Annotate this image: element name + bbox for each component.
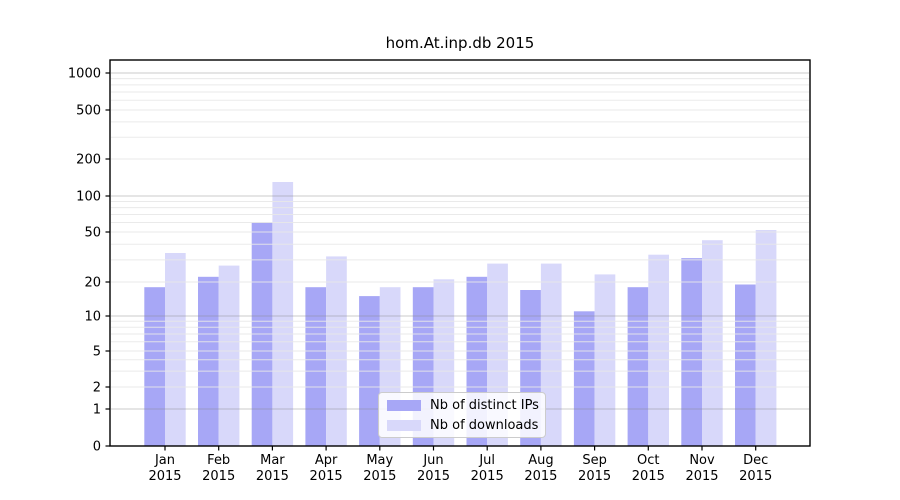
bar-downloads-nov — [702, 240, 723, 446]
x-tick-label-month: May — [366, 453, 393, 468]
y-tick-label: 1000 — [68, 67, 101, 82]
bar-downloads-oct — [648, 254, 669, 446]
x-tick-label-year: 2015 — [739, 469, 772, 484]
bar-downloads-dec — [755, 230, 777, 446]
plot-border — [109, 59, 811, 447]
x-tick-label-year: 2015 — [310, 469, 343, 484]
x-tick-label-month: Apr — [315, 453, 338, 468]
x-tick-label-month: Dec — [743, 453, 768, 468]
y-tick-label: 10 — [84, 310, 101, 325]
x-tick-label-month: Jul — [478, 453, 495, 468]
x-tick-label-month: Oct — [637, 453, 659, 468]
legend-swatch-distinct-ips — [387, 399, 421, 411]
x-tick-label-year: 2015 — [471, 469, 504, 484]
bar-downloads-mar — [272, 182, 294, 446]
y-tick-label: 0 — [93, 440, 101, 455]
legend: Nb of distinct IPs Nb of downloads — [378, 392, 546, 438]
bar-ips-nov — [681, 258, 702, 446]
bar-ips-jan — [144, 287, 165, 446]
x-tick-label-month: Jun — [422, 453, 443, 468]
x-tick-label-month: Mar — [260, 453, 285, 468]
y-tick-label: 2 — [93, 381, 101, 396]
x-tick-label-year: 2015 — [417, 469, 450, 484]
x-tick-label-year: 2015 — [578, 469, 611, 484]
legend-swatch-downloads — [387, 419, 421, 431]
y-tick-label: 5 — [93, 345, 101, 360]
x-tick-label-month: Jan — [154, 453, 175, 468]
legend-item-downloads: Nb of downloads — [387, 417, 539, 433]
bar-downloads-aug — [540, 263, 562, 446]
x-tick-label-year: 2015 — [148, 469, 181, 484]
x-tick-label-year: 2015 — [363, 469, 396, 484]
x-tick-label-year: 2015 — [524, 469, 557, 484]
legend-item-distinct-ips: Nb of distinct IPs — [387, 397, 539, 413]
y-tick-label: 1 — [93, 403, 101, 418]
bar-ips-sep — [573, 311, 595, 446]
x-tick-label-month: Feb — [207, 453, 230, 468]
bar-ips-feb — [198, 276, 219, 446]
legend-label-downloads: Nb of downloads — [430, 417, 539, 433]
x-tick-label-year: 2015 — [202, 469, 235, 484]
bar-downloads-jan — [165, 253, 186, 446]
x-tick-label-year: 2015 — [632, 469, 665, 484]
y-tick-label: 200 — [76, 153, 101, 168]
chart-title: hom.At.inp.db 2015 — [385, 34, 535, 52]
bar-ips-dec — [735, 284, 756, 446]
y-tick-label: 20 — [84, 276, 101, 291]
x-tick-label-month: Sep — [582, 453, 607, 468]
bar-downloads-feb — [218, 265, 240, 446]
y-tick-label: 50 — [84, 226, 101, 241]
bar-ips-apr — [305, 287, 327, 446]
x-tick-label-month: Nov — [689, 453, 715, 468]
bar-ips-oct — [627, 287, 649, 446]
x-tick-label-year: 2015 — [256, 469, 289, 484]
y-tick-label: 100 — [76, 190, 101, 205]
x-tick-label-year: 2015 — [685, 469, 718, 484]
legend-label-distinct-ips: Nb of distinct IPs — [430, 397, 539, 413]
y-tick-label: 500 — [76, 104, 101, 119]
x-tick-label-month: Aug — [528, 453, 553, 468]
